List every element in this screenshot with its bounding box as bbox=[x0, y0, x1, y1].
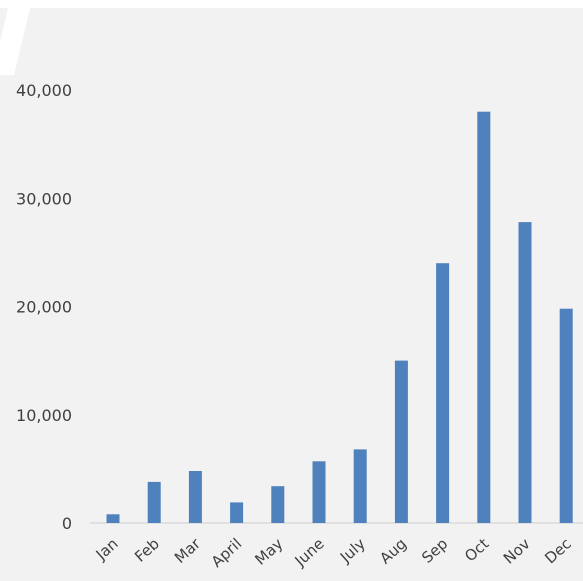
bar-dec bbox=[559, 308, 573, 523]
plot-background bbox=[0, 8, 583, 581]
bar-mar bbox=[188, 471, 202, 523]
y-tick-label: 40,000 bbox=[16, 81, 72, 100]
bar-sep bbox=[436, 263, 450, 523]
bar-may bbox=[271, 486, 285, 523]
y-tick-label: 30,000 bbox=[16, 189, 72, 208]
bar-april bbox=[230, 502, 244, 523]
bar-jan bbox=[106, 514, 120, 523]
bar-oct bbox=[477, 111, 491, 523]
bar-nov bbox=[518, 222, 532, 523]
bar-july bbox=[353, 449, 367, 523]
y-axis: 0 10,000 20,000 30,000 40,000 bbox=[16, 81, 72, 533]
y-tick-label: 0 bbox=[62, 514, 72, 533]
bar-aug bbox=[394, 360, 408, 523]
bar-june bbox=[312, 461, 326, 523]
y-tick-label: 20,000 bbox=[16, 298, 72, 317]
y-tick-label: 10,000 bbox=[16, 406, 72, 425]
bar-series bbox=[106, 111, 573, 523]
bar-feb bbox=[147, 481, 161, 523]
decorative-slash bbox=[0, 8, 30, 75]
